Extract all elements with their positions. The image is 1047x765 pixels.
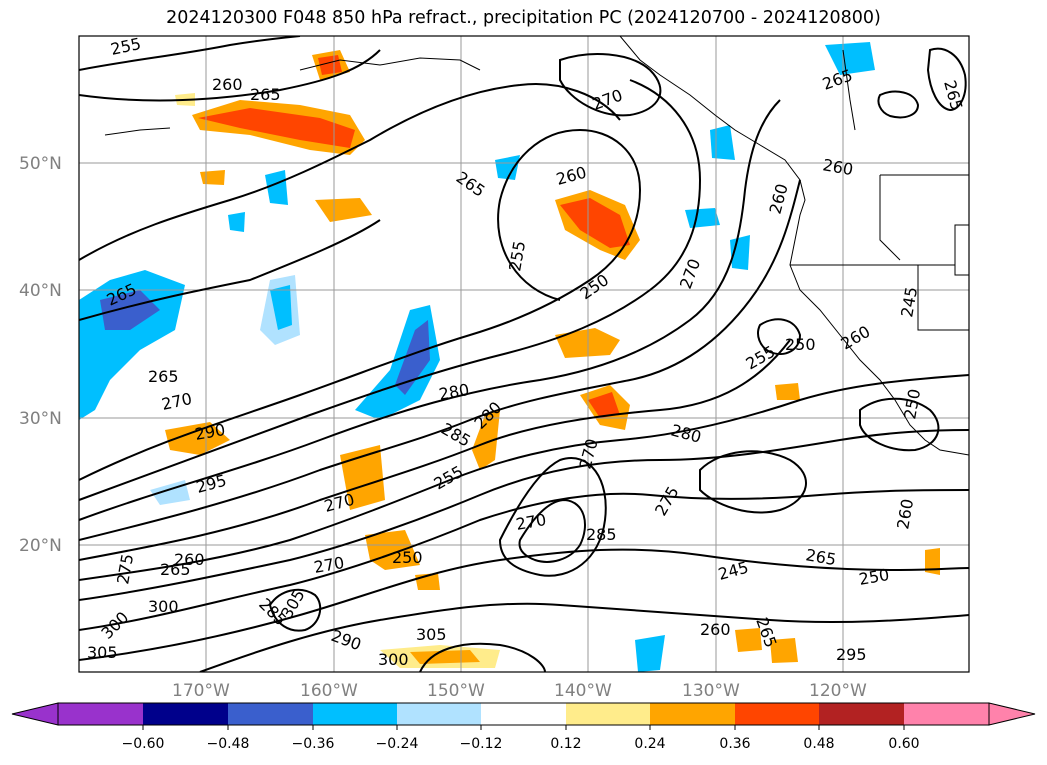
contour-label: 260 xyxy=(700,620,731,639)
colorbar: −0.60 −0.48 −0.36 −0.24 −0.12 0.12 0.24 … xyxy=(11,702,1036,752)
graticule xyxy=(79,36,969,672)
colorbar-tick-label: −0.48 xyxy=(207,736,250,752)
contour-label: 305 xyxy=(87,643,118,662)
colorbar-segment xyxy=(904,703,989,725)
colorbar-segment xyxy=(58,703,143,725)
contour-label: 305 xyxy=(416,625,447,644)
contour-label: 260 xyxy=(212,75,243,94)
colorbar-segment xyxy=(650,703,735,725)
colorbar-tick-label: −0.12 xyxy=(460,736,503,752)
colorbar-segment xyxy=(397,703,481,725)
contour-label: 250 xyxy=(785,335,816,354)
colorbar-tick-label: 0.36 xyxy=(719,736,750,752)
refractivity-contours xyxy=(79,36,969,672)
contour-label: 300 xyxy=(378,650,409,669)
contour-label: 265 xyxy=(148,367,179,386)
colorbar-tick-label: −0.24 xyxy=(376,736,419,752)
lon-label: 150°W xyxy=(427,681,485,701)
contour-label: 285 xyxy=(586,525,617,544)
lat-label: 20°N xyxy=(19,536,62,556)
colorbar-tick-label: −0.60 xyxy=(122,736,165,752)
longitude-labels: 170°W 160°W 150°W 140°W 130°W 120°W xyxy=(172,681,867,701)
colorbar-tick-label: 0.12 xyxy=(550,736,581,752)
lon-label: 130°W xyxy=(682,681,740,701)
chart-title: 2024120300 F048 850 hPa refract., precip… xyxy=(166,8,881,28)
lat-label: 40°N xyxy=(19,281,62,301)
contour-label: 265 xyxy=(250,85,281,104)
colorbar-segment xyxy=(481,703,566,725)
lat-label: 30°N xyxy=(19,409,62,429)
colorbar-segment xyxy=(566,703,650,725)
contour-label: 265 xyxy=(160,560,191,579)
colorbar-tick-label: 0.48 xyxy=(803,736,834,752)
map-frame xyxy=(79,36,969,672)
colorbar-segment xyxy=(819,703,904,725)
colorbar-segment xyxy=(143,703,228,725)
contour-label: 250 xyxy=(392,548,423,567)
colorbar-segment xyxy=(228,703,313,725)
latitude-labels: 50°N 40°N 30°N 20°N xyxy=(19,154,62,556)
lon-label: 140°W xyxy=(554,681,612,701)
contour-label: 300 xyxy=(148,597,179,616)
lon-label: 170°W xyxy=(172,681,230,701)
precip-shading xyxy=(79,42,940,672)
lat-label: 50°N xyxy=(19,154,62,174)
colorbar-segment xyxy=(313,703,397,725)
colorbar-extend-min xyxy=(11,702,59,726)
colorbar-segment xyxy=(735,703,819,725)
lon-label: 120°W xyxy=(809,681,867,701)
colorbar-tick-label: 0.24 xyxy=(634,736,665,752)
coastlines xyxy=(104,36,969,456)
contour-label: 295 xyxy=(836,645,867,664)
map-border xyxy=(78,35,970,673)
colorbar-tick-label: 0.60 xyxy=(888,736,919,752)
colorbar-extend-max xyxy=(988,702,1036,726)
contour-label: 260 xyxy=(174,550,205,569)
colorbar-tick-label: −0.36 xyxy=(292,736,335,752)
lon-label: 160°W xyxy=(300,681,358,701)
